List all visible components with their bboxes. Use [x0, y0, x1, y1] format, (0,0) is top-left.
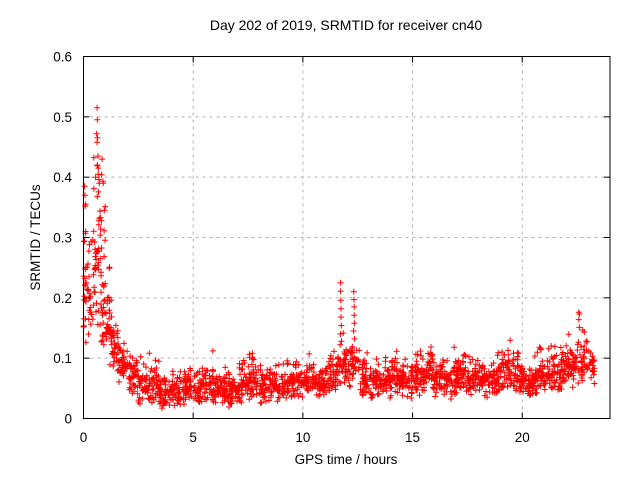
tick-labels: 0 5 10 15 20 0 0.1 0.2 0.3 0.4 0.5 0.6	[53, 50, 530, 446]
tick-marks	[83, 56, 610, 419]
y-axis-label: SRMTID / TECUs	[28, 184, 43, 291]
x-tick-label: 20	[515, 430, 530, 445]
x-tick-label: 5	[189, 430, 197, 445]
x-tick-label: 0	[80, 430, 88, 445]
y-tick-label: 0	[64, 412, 72, 427]
gridlines	[83, 56, 610, 419]
data-points	[80, 104, 598, 412]
y-tick-label: 0.5	[53, 110, 72, 125]
x-tick-label: 10	[295, 430, 310, 445]
y-tick-label: 0.4	[53, 170, 72, 185]
chart-title: Day 202 of 2019, SRMTID for receiver cn4…	[210, 17, 483, 33]
y-tick-label: 0.6	[53, 50, 72, 65]
scatter-series-srmtid	[80, 104, 598, 412]
x-tick-label: 15	[405, 430, 420, 445]
y-tick-label: 0.1	[53, 351, 72, 366]
x-axis-label: GPS time / hours	[295, 452, 398, 467]
y-tick-label: 0.2	[53, 291, 72, 306]
y-tick-label: 0.3	[53, 231, 72, 246]
